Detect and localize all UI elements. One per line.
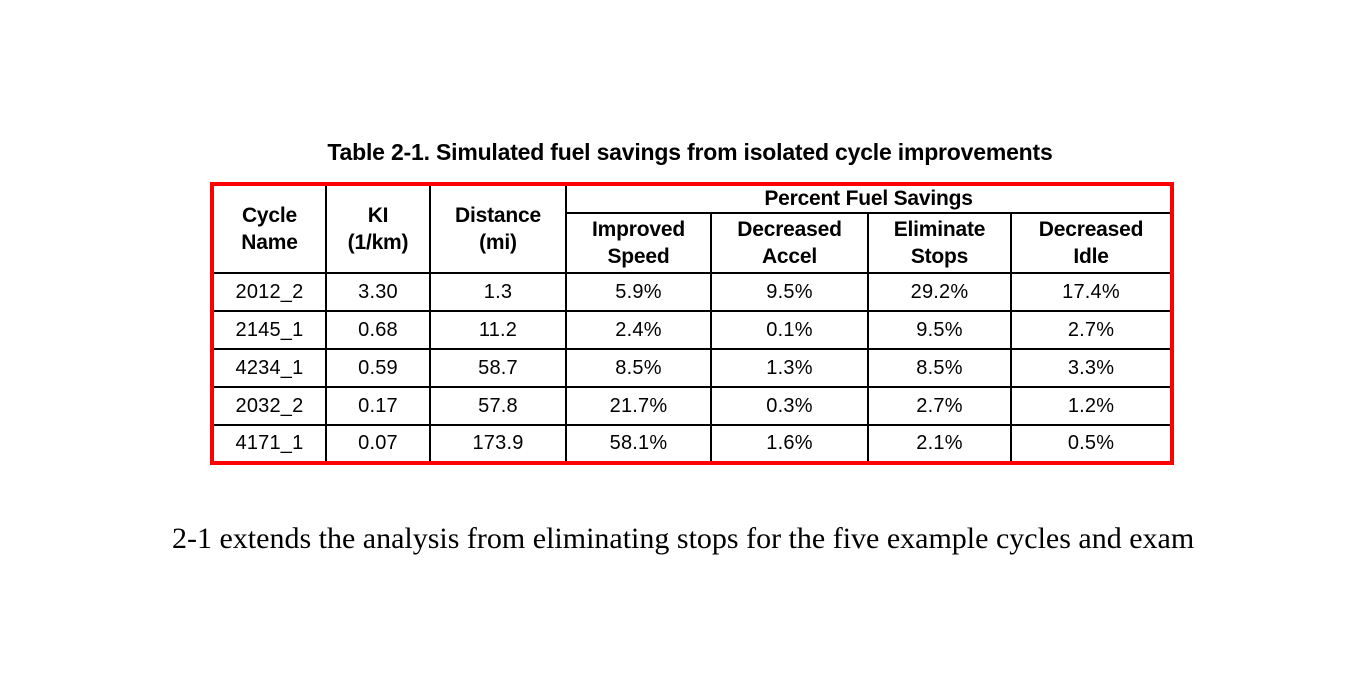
header-row-group: Cycle Name KI (1/km) Distance (mi) Perce…	[211, 183, 1174, 274]
cell-eliminate-stops: 9.5%	[867, 310, 1012, 350]
cell-improved-speed: 21.7%	[565, 386, 712, 426]
header-eliminate-stops: Eliminate Stops	[867, 212, 1012, 274]
cell-decreased-accel: 9.5%	[710, 272, 869, 312]
cell-distance: 58.7	[429, 348, 567, 388]
body-text-fragment: 2-1 extends the analysis from eliminatin…	[172, 522, 1195, 555]
cell-ki: 0.17	[325, 386, 431, 426]
cell-decreased-idle: 2.7%	[1009, 310, 1174, 350]
table-row: 2012_2 3.30 1.3 5.9% 9.5% 29.2% 17.4%	[211, 272, 1174, 312]
header-percent-fuel-savings: Percent Fuel Savings	[564, 183, 1174, 214]
cell-decreased-idle: 1.2%	[1009, 386, 1174, 426]
header-cycle-name: Cycle Name	[211, 183, 327, 274]
cell-distance: 173.9	[429, 424, 567, 464]
cell-ki: 0.68	[325, 310, 431, 350]
cell-decreased-idle: 3.3%	[1009, 348, 1174, 388]
cell-eliminate-stops: 2.7%	[867, 386, 1012, 426]
cell-improved-speed: 5.9%	[565, 272, 712, 312]
cell-cycle-name: 2145_1	[211, 310, 327, 350]
cell-decreased-accel: 1.6%	[710, 424, 869, 464]
fuel-savings-table-container: Cycle Name KI (1/km) Distance (mi) Perce…	[210, 182, 1175, 465]
cell-improved-speed: 58.1%	[565, 424, 712, 464]
cell-decreased-idle: 0.5%	[1009, 424, 1174, 464]
cell-eliminate-stops: 8.5%	[867, 348, 1012, 388]
cell-eliminate-stops: 29.2%	[867, 272, 1012, 312]
cell-improved-speed: 2.4%	[565, 310, 712, 350]
table-row: 2145_1 0.68 11.2 2.4% 0.1% 9.5% 2.7%	[211, 310, 1174, 350]
cell-distance: 11.2	[429, 310, 567, 350]
table-title: Table 2-1. Simulated fuel savings from i…	[327, 139, 1053, 165]
header-row-sub: Improved Speed Decreased Accel Eliminate…	[212, 212, 1174, 274]
cell-ki: 3.30	[325, 272, 431, 312]
fuel-savings-table: Cycle Name KI (1/km) Distance (mi) Perce…	[210, 182, 1175, 465]
cell-ki: 0.07	[325, 424, 431, 464]
header-ki: KI (1/km)	[325, 183, 431, 274]
cell-cycle-name: 2032_2	[211, 386, 327, 426]
cell-cycle-name: 4171_1	[211, 424, 327, 464]
cell-cycle-name: 2012_2	[211, 272, 327, 312]
cell-decreased-accel: 0.3%	[710, 386, 869, 426]
table-row: 2032_2 0.17 57.8 21.7% 0.3% 2.7% 1.2%	[211, 386, 1174, 426]
cell-decreased-accel: 0.1%	[710, 310, 869, 350]
header-decreased-accel: Decreased Accel	[710, 212, 869, 274]
cell-distance: 57.8	[429, 386, 567, 426]
cell-distance: 1.3	[429, 272, 567, 312]
table-row: 4234_1 0.59 58.7 8.5% 1.3% 8.5% 3.3%	[211, 348, 1174, 388]
cell-ki: 0.59	[325, 348, 431, 388]
cell-cycle-name: 4234_1	[211, 348, 327, 388]
header-distance: Distance (mi)	[429, 183, 567, 274]
cell-decreased-accel: 1.3%	[710, 348, 869, 388]
cell-decreased-idle: 17.4%	[1009, 272, 1174, 312]
header-improved-speed: Improved Speed	[565, 212, 712, 274]
cell-eliminate-stops: 2.1%	[867, 424, 1012, 464]
cell-improved-speed: 8.5%	[565, 348, 712, 388]
table-row: 4171_1 0.07 173.9 58.1% 1.6% 2.1% 0.5%	[211, 424, 1174, 464]
header-decreased-idle: Decreased Idle	[1009, 212, 1174, 274]
